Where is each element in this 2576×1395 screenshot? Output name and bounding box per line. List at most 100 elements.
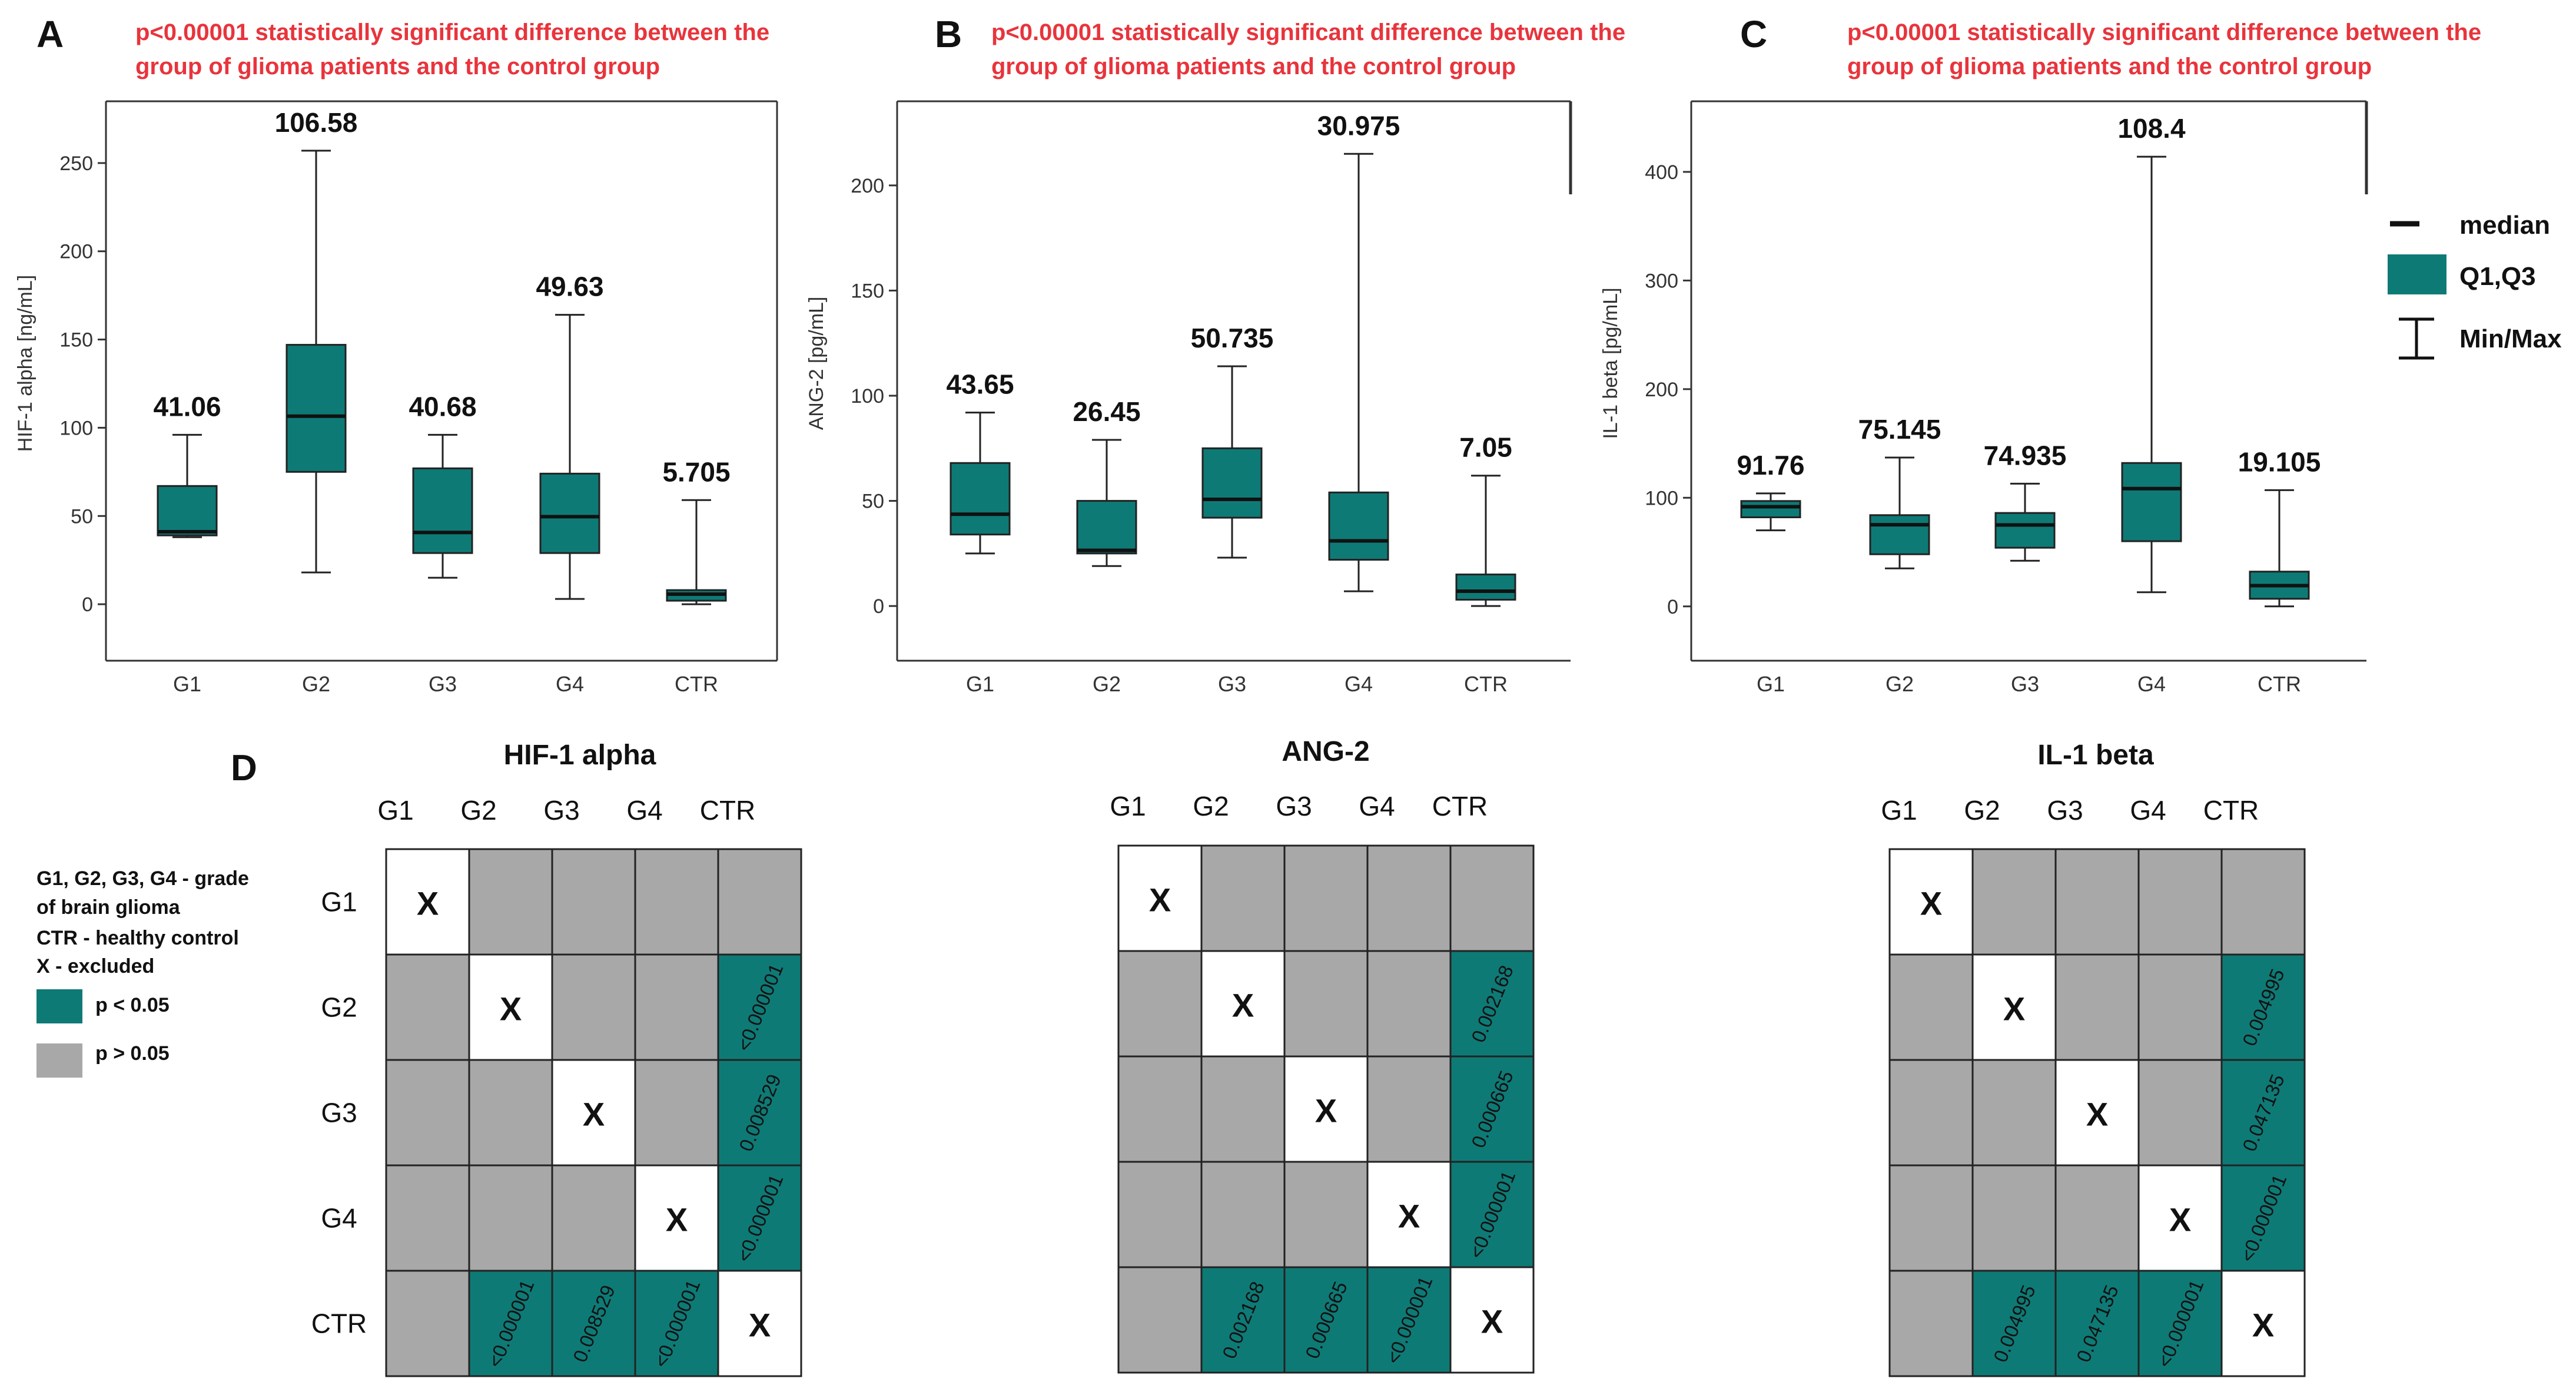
- panel-title-line: group of glioma patients and the control…: [135, 54, 660, 79]
- matrix-cell: [1888, 848, 1974, 956]
- matrix-cell: [551, 1164, 636, 1272]
- x-tick-label: G1: [1757, 672, 1785, 696]
- matrix-cell: [551, 848, 636, 956]
- matrix-title: HIF-1 alpha: [504, 740, 656, 771]
- matrix-column-header: G2: [1964, 795, 2000, 826]
- matrix-cell: [1200, 950, 1286, 1058]
- y-tick-label: 200: [59, 241, 93, 263]
- matrix-cell: [385, 1270, 470, 1377]
- matrix-cell: [1200, 1266, 1286, 1374]
- matrix-title: ANG-2: [1282, 736, 1369, 767]
- nonsignificant-swatch: [36, 1043, 82, 1078]
- matrix-column-header: G2: [460, 795, 496, 826]
- box-group: 40.68: [409, 391, 477, 579]
- matrix-cell: [2054, 1059, 2140, 1167]
- matrix-column-header: G1: [1110, 791, 1146, 821]
- panel-letter: B: [935, 13, 962, 55]
- matrix-cell: [2220, 953, 2306, 1061]
- iqr-box: [1740, 500, 1801, 519]
- box-group: 106.58: [275, 107, 357, 574]
- excluded-mark: X: [583, 1096, 605, 1133]
- matrix-cell: [1283, 1161, 1369, 1268]
- matrix-cell: [1449, 844, 1535, 952]
- matrix-cell: [1117, 1161, 1203, 1268]
- x-tick-label: G2: [1093, 672, 1121, 696]
- matrix-column-header: G3: [543, 795, 579, 826]
- matrix-cell: [1449, 1055, 1535, 1163]
- y-tick-label: 0: [1667, 596, 1678, 618]
- matrix-row-header: G4: [321, 1203, 357, 1234]
- matrix-cell: [468, 1164, 553, 1272]
- x-tick-label: G4: [2137, 672, 2166, 696]
- matrix-column-header: CTR: [2203, 795, 2259, 826]
- matrix-cell: [1366, 844, 1452, 952]
- box-group: 91.76: [1737, 450, 1805, 532]
- y-tick-label: 50: [862, 491, 884, 513]
- box-group: 108.4: [2117, 113, 2186, 594]
- matrix-cell: [1200, 844, 1286, 952]
- y-tick-label: 200: [851, 175, 884, 197]
- x-tick-label: G4: [556, 672, 584, 696]
- x-tick-label: G3: [2011, 672, 2039, 696]
- matrix-cell: [634, 1164, 719, 1272]
- matrix-cell: [551, 953, 636, 1061]
- excluded-mark: X: [2003, 990, 2025, 1028]
- matrix-cell: [1117, 1266, 1203, 1374]
- iqr-box: [286, 344, 347, 473]
- median-value-label: 26.45: [1073, 396, 1140, 427]
- excluded-mark: X: [1398, 1198, 1420, 1235]
- y-tick-label: 100: [59, 417, 93, 439]
- matrix-cell: [1283, 1266, 1369, 1374]
- panel-letter: A: [36, 13, 64, 55]
- matrix-column-header: CTR: [1432, 791, 1488, 821]
- matrix-cell: [551, 1270, 636, 1377]
- y-tick-label: 200: [1645, 379, 1678, 401]
- matrix-cell: [468, 848, 553, 956]
- matrix-cell: [2220, 1270, 2306, 1377]
- matrix-title: IL-1 beta: [2037, 740, 2154, 771]
- y-axis-label: IL-1 beta [pg/mL]: [1599, 287, 1622, 439]
- matrix-legend-line: CTR - healthy control: [36, 927, 239, 949]
- matrix-cell: [1971, 1164, 2057, 1272]
- iqr-box: [412, 467, 473, 554]
- matrix-cell: [468, 953, 553, 1061]
- median-value-label: 43.65: [946, 369, 1014, 400]
- box-group: 75.145: [1858, 414, 1941, 569]
- iqr-box: [1869, 514, 1930, 555]
- median-value-label: 50.735: [1191, 323, 1274, 353]
- x-tick-label: G3: [429, 672, 457, 696]
- matrix-row-header: G1: [321, 887, 357, 917]
- matrix-legend-line: of brain glioma: [36, 896, 181, 919]
- matrix-cell: [2137, 848, 2223, 956]
- excluded-mark: X: [2086, 1096, 2108, 1133]
- matrix-cell: [1971, 1270, 2057, 1377]
- median-value-label: 30.975: [1317, 110, 1400, 141]
- matrix-cell: [2137, 1164, 2223, 1272]
- matrix-cell: [1888, 1270, 1974, 1377]
- matrix-row-header: G2: [321, 992, 357, 1023]
- panel-title-line: p<0.00001 statistically significant diff…: [1847, 19, 2481, 45]
- x-tick-label: G4: [1345, 672, 1373, 696]
- matrix-cell: [2137, 1059, 2223, 1167]
- matrix-cell: [1117, 1055, 1203, 1163]
- matrix-cell: [1283, 950, 1369, 1058]
- y-tick-label: 100: [851, 385, 884, 407]
- box-group: 74.935: [1984, 440, 2066, 562]
- matrix-cell: [634, 1270, 719, 1377]
- boxplot-legend: median Q1,Q3 Min/Max: [2388, 211, 2562, 360]
- matrix-cell: [2054, 953, 2140, 1061]
- excluded-mark: X: [1920, 885, 1942, 922]
- box-group: 50.735: [1191, 323, 1274, 559]
- y-tick-label: 300: [1645, 270, 1678, 292]
- significant-swatch: [36, 989, 82, 1023]
- box-group: 43.65: [946, 369, 1014, 555]
- y-tick-label: 250: [59, 153, 93, 175]
- y-axis-label: HIF-1 alpha [ng/mL]: [14, 275, 36, 452]
- x-tick-label: G2: [1885, 672, 1914, 696]
- significant-label: p < 0.05: [95, 994, 170, 1016]
